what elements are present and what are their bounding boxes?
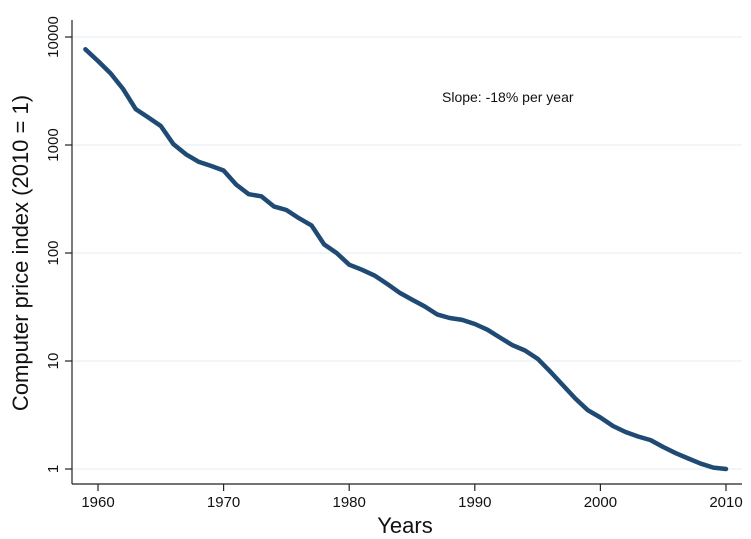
y-tick-label-100: 100 [45, 240, 62, 265]
slope-annotation: Slope: -18% per year [442, 89, 574, 105]
x-tick-label-1980: 1980 [333, 494, 366, 511]
y-tick-label-1: 1 [45, 465, 62, 473]
x-axis-title: Years [377, 513, 432, 538]
x-tick-label-1990: 1990 [458, 494, 491, 511]
axis-ticks: 1 10 100 1000 10000 1960 1970 1980 1990 2000 2010 [45, 16, 743, 511]
y-tick-label-1000: 1000 [45, 128, 62, 161]
y-axis-title: Computer price index (2010 = 1) [8, 95, 33, 411]
y-tick-label-10: 10 [45, 353, 62, 370]
series-layer [83, 47, 729, 472]
x-tick-label-2010: 2010 [709, 494, 742, 511]
x-tick-label-1970: 1970 [207, 494, 240, 511]
x-tick-label-1960: 1960 [81, 494, 114, 511]
y-tick-label-10000: 10000 [45, 16, 62, 58]
series-line-0 [83, 47, 729, 472]
x-tick-label-2000: 2000 [584, 494, 617, 511]
gridlines [72, 36, 742, 470]
